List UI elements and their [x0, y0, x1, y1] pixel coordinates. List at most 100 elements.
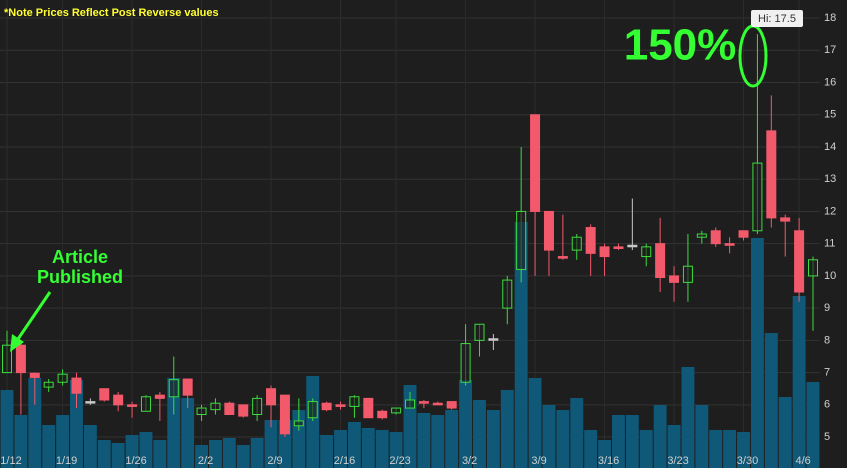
volume-bar: [70, 380, 83, 468]
volume-bar: [556, 410, 570, 468]
candle-body: [182, 378, 193, 396]
volume-bar: [709, 430, 723, 468]
y-tick-label: 6: [824, 399, 830, 411]
volume-bar: [361, 428, 375, 468]
annotation-line: Published: [37, 267, 123, 287]
candle-body: [293, 420, 304, 427]
candle-body: [696, 233, 707, 238]
volume-bar: [320, 435, 334, 468]
arrow-head: [10, 334, 24, 352]
y-tick-label: 16: [824, 76, 836, 88]
volume-bar: [42, 425, 56, 468]
candle-body: [682, 265, 693, 283]
volume-bar: [806, 382, 820, 468]
candle-body: [321, 402, 332, 411]
volume-bar: [56, 415, 70, 468]
volume-bar: [681, 367, 695, 468]
y-tick-label: 7: [824, 367, 830, 379]
volume-bar: [778, 397, 792, 468]
x-tick-label: 1/19: [56, 455, 77, 467]
volume-bar: [723, 430, 737, 468]
candle-body: [516, 210, 527, 270]
volume-bar: [375, 430, 389, 468]
candle-body: [279, 394, 290, 435]
candle-body: [252, 397, 263, 415]
annotation-line: Article: [52, 247, 108, 267]
candle-body: [113, 394, 124, 406]
volume-bar: [139, 432, 153, 468]
gain-annotation: 150%: [624, 21, 737, 70]
volume-bar: [167, 378, 181, 468]
candle-body: [738, 230, 749, 238]
volume-bar: [598, 440, 611, 468]
note: *Note Prices Reflect Post Reverse values: [4, 7, 219, 19]
candle-body: [196, 407, 207, 415]
candle-body: [99, 388, 110, 401]
candle-body: [710, 230, 721, 245]
volume-bar: [764, 333, 778, 468]
volume-bar: [431, 415, 445, 468]
candle-body: [641, 246, 652, 258]
volume-bar: [306, 376, 320, 468]
volume-bar: [653, 405, 667, 468]
volume-layer: [0, 222, 820, 468]
volume-bar: [250, 438, 264, 468]
candle-body: [43, 381, 54, 388]
candle-body: [85, 401, 96, 404]
volume-bar: [737, 432, 750, 468]
candle-body: [29, 372, 40, 378]
candle-body: [502, 279, 513, 309]
candle-body: [168, 379, 179, 398]
y-tick-label: 18: [824, 12, 836, 24]
y-tick-label: 12: [824, 205, 836, 217]
candle-body: [474, 323, 485, 341]
candle-body: [752, 162, 763, 232]
volume-bar: [514, 222, 528, 468]
volume-bar: [14, 415, 28, 468]
x-tick-label: 2/2: [198, 455, 213, 467]
candle-body: [613, 246, 624, 250]
arrow-shaft: [14, 291, 52, 343]
candle-body: [15, 344, 26, 374]
candle-body: [599, 246, 610, 258]
y-tick-label: 9: [824, 302, 830, 314]
volume-bar: [0, 390, 14, 468]
candle-body: [488, 338, 499, 341]
volume-bar: [417, 413, 431, 468]
candle-body: [432, 402, 443, 406]
candle-body: [127, 404, 138, 407]
x-tick-label: 1/26: [125, 455, 146, 467]
y-tick-label: 11: [824, 238, 835, 250]
hi-label: Hi: 17.5: [758, 13, 796, 25]
volume-bar: [528, 378, 542, 468]
candle-body: [266, 388, 277, 406]
candle-body: [557, 256, 568, 259]
candle-body: [349, 396, 360, 407]
candle-body: [405, 399, 415, 409]
x-tick-label: 3/16: [598, 455, 619, 467]
x-tick-label: 3/2: [462, 455, 477, 467]
candle-body: [446, 401, 457, 409]
volume-bar: [570, 398, 584, 468]
volume-bar: [181, 398, 195, 468]
candle-body: [307, 401, 318, 419]
volume-bar: [667, 425, 681, 468]
candle-body: [363, 397, 374, 419]
volume-bar: [612, 415, 625, 468]
volume-bar: [445, 410, 459, 468]
candle-body: [669, 275, 680, 283]
volume-bar: [264, 420, 278, 468]
candle-body: [530, 114, 541, 212]
hi-label-box: [751, 10, 803, 27]
volume-bar: [584, 430, 598, 468]
candle-body: [724, 243, 735, 246]
x-tick-label: 3/30: [737, 455, 758, 467]
candle-body: [655, 243, 666, 279]
volume-bar: [347, 422, 361, 468]
volume-bar: [500, 390, 514, 468]
volume-bar: [236, 445, 250, 468]
volume-bar: [792, 296, 806, 468]
candle-body: [57, 373, 68, 383]
x-tick-label: 2/9: [267, 455, 282, 467]
